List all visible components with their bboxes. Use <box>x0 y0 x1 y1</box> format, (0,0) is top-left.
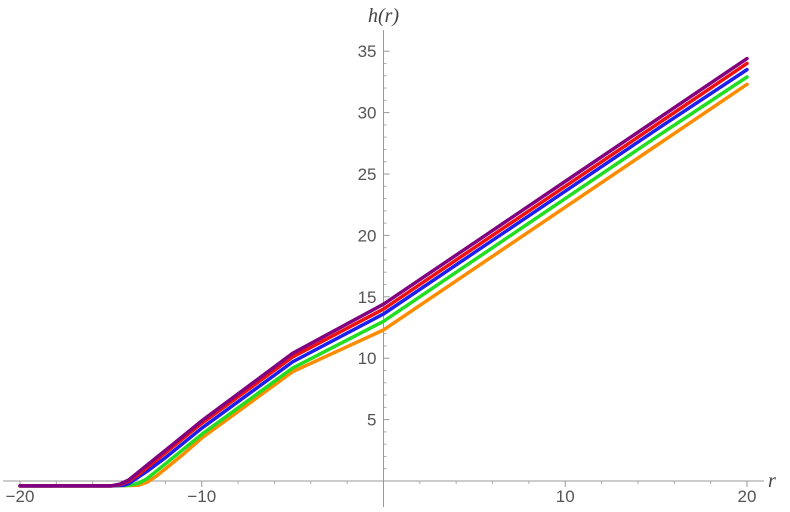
x-axis-label: r <box>768 470 776 492</box>
series-line-1 <box>18 82 749 488</box>
x-tick-label: −10 <box>187 487 216 506</box>
minor-ticks <box>55 62 712 484</box>
y-tick-label: 35 <box>358 42 377 61</box>
y-tick-label: 15 <box>358 288 377 307</box>
x-tick-label: −20 <box>6 487 35 506</box>
series-line-3 <box>18 67 749 488</box>
y-tick-label: 25 <box>358 165 377 184</box>
y-tick-label: 10 <box>358 349 377 368</box>
series-line-5 <box>18 56 749 488</box>
series-layer <box>18 56 749 488</box>
tick-labels: −20 −10 10 20 5 10 15 20 25 30 35 <box>6 42 757 506</box>
y-axis-label: h(r) <box>368 5 399 27</box>
x-tick-label: 10 <box>556 487 575 506</box>
series-line-2 <box>18 75 749 488</box>
y-tick-label: 5 <box>367 411 376 430</box>
y-tick-label: 30 <box>358 104 377 123</box>
y-tick-label: 20 <box>358 226 377 245</box>
x-tick-label: 20 <box>738 487 757 506</box>
